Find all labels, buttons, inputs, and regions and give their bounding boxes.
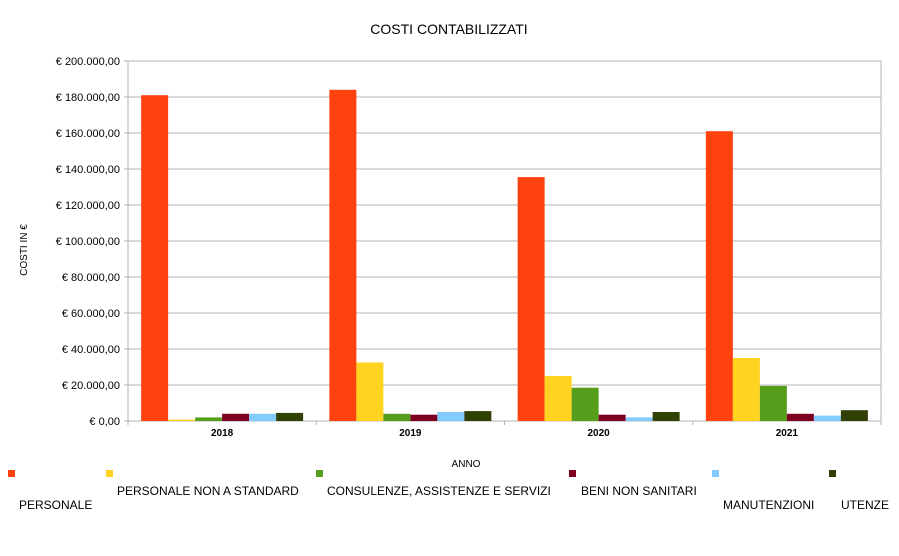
bar-beni-non-sanitari-2021: [786, 413, 814, 421]
x-tick-label-2020: 2020: [588, 428, 611, 439]
x-tick-label-2019: 2019: [399, 428, 422, 439]
bar-beni-non-sanitari-2020: [598, 414, 626, 421]
bar-manutenzioni-2020: [625, 417, 653, 421]
x-axis-label: ANNO: [452, 459, 481, 470]
y-tick-label: € 160.000,00: [56, 128, 120, 140]
x-tick-label-2018: 2018: [211, 428, 234, 439]
bar-manutenzioni-2018: [249, 413, 277, 421]
bars: [141, 89, 868, 422]
y-tick-label: € 40.000,00: [62, 344, 120, 356]
legend-marker-manutenzioni: [712, 470, 719, 477]
y-tick-label: € 80.000,00: [62, 272, 120, 284]
legend-label-personale: PERSONALE: [19, 498, 93, 512]
bar-utenze-2018: [276, 412, 304, 421]
x-axis-ticks: 2018 2019 2020 2021: [127, 421, 882, 439]
bar-personale-non-a-standard-2019: [356, 362, 384, 421]
bar-consulenze-assistenze-e-servizi-2020: [571, 387, 599, 421]
y-tick-label: € 60.000,00: [62, 308, 120, 320]
legend-marker-beni-non-sanitari: [569, 470, 576, 477]
y-axis-label: COSTI IN €: [19, 224, 30, 276]
bar-personale-non-a-standard-2021: [732, 358, 760, 421]
gridlines: [124, 60, 882, 422]
legend-marker-utenze: [829, 470, 836, 477]
legend-label-utenze: UTENZE: [841, 498, 889, 512]
bar-beni-non-sanitari-2018: [222, 413, 250, 421]
bar-personale-2018: [141, 95, 169, 421]
bar-manutenzioni-2019: [437, 412, 465, 421]
legend-markers: [8, 470, 836, 477]
y-tick-label: € 100.000,00: [56, 236, 120, 248]
bar-personale-non-a-standard-2018: [168, 419, 196, 421]
bar-utenze-2020: [652, 412, 680, 421]
y-tick-label: € 120.000,00: [56, 200, 120, 212]
y-tick-label: € 0,00: [89, 416, 120, 428]
bar-personale-2019: [329, 89, 357, 422]
y-tick-label: € 140.000,00: [56, 164, 120, 176]
y-tick-label: € 20.000,00: [62, 380, 120, 392]
bar-personale-2020: [517, 177, 545, 421]
legend-label-manutenzioni: MANUTENZIONI: [723, 498, 815, 512]
legend-label-beni-non-sanitari: BENI NON SANITARI: [581, 484, 697, 498]
bar-consulenze-assistenze-e-servizi-2019: [383, 413, 411, 421]
bar-utenze-2021: [840, 410, 868, 421]
y-tick-label: € 180.000,00: [56, 92, 120, 104]
bar-consulenze-assistenze-e-servizi-2021: [759, 385, 787, 421]
legend-marker-personale: [8, 470, 15, 477]
x-tick-label-2021: 2021: [776, 428, 799, 439]
bar-beni-non-sanitari-2019: [410, 414, 438, 421]
y-tick-label: € 200.000,00: [56, 56, 120, 68]
y-axis-ticks: € 0,00 € 20.000,00 € 40.000,00 € 60.000,00 €…: [56, 56, 120, 428]
bar-consulenze-assistenze-e-servizi-2018: [195, 417, 223, 421]
legend-label-consulenze-assistenze-e-servizi: CONSULENZE, ASSISTENZE E SERVIZI: [327, 484, 551, 498]
legend-label-personale-non-a-standard: PERSONALE NON A STANDARD: [117, 484, 299, 498]
bar-personale-non-a-standard-2020: [544, 376, 572, 421]
bar-utenze-2019: [464, 411, 492, 421]
legend-marker-personale-non-a-standard: [106, 470, 113, 477]
bar-manutenzioni-2021: [813, 415, 841, 421]
legend-marker-consulenze-assistenze-e-servizi: [316, 470, 323, 477]
chart-title: COSTI CONTABILIZZATI: [370, 21, 527, 37]
bar-personale-2021: [705, 131, 733, 421]
